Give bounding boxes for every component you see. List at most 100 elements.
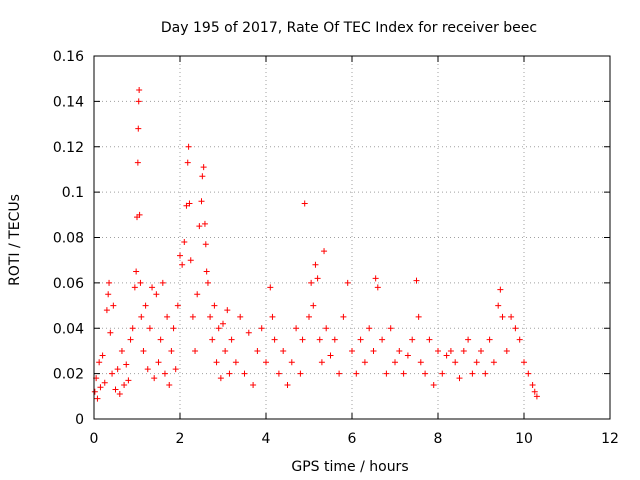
data-point xyxy=(201,220,208,227)
data-point xyxy=(327,352,334,359)
data-point xyxy=(254,347,261,354)
data-point xyxy=(177,252,183,259)
data-point xyxy=(203,268,210,275)
data-point xyxy=(220,320,226,327)
data-point xyxy=(469,370,476,377)
data-point xyxy=(245,329,252,336)
data-point xyxy=(140,347,147,354)
x-tick-label: 10 xyxy=(515,431,533,447)
data-point xyxy=(146,325,153,332)
data-point xyxy=(503,347,510,354)
chart-title: Day 195 of 2017, Rate Of TEC Index for r… xyxy=(161,20,537,36)
data-point xyxy=(196,223,203,230)
data-point xyxy=(114,366,121,373)
data-point xyxy=(284,381,291,388)
data-point xyxy=(308,279,315,286)
data-point xyxy=(258,325,265,332)
data-point xyxy=(211,302,218,309)
data-point xyxy=(155,359,162,366)
x-tick-labels: 0 2 4 6 8 10 12 xyxy=(90,431,619,447)
data-point xyxy=(202,241,209,248)
data-point xyxy=(331,336,338,343)
data-point xyxy=(134,159,141,166)
y-tick-label: 0.08 xyxy=(53,231,84,247)
data-point xyxy=(136,87,143,94)
data-point xyxy=(142,302,149,309)
data-point xyxy=(170,325,177,332)
data-point xyxy=(263,359,269,366)
data-point xyxy=(533,393,540,400)
data-point xyxy=(228,336,235,343)
data-point xyxy=(129,325,136,332)
data-point xyxy=(107,329,114,336)
data-point xyxy=(204,279,211,286)
data-point xyxy=(280,347,287,354)
data-point xyxy=(157,336,164,343)
data-point xyxy=(452,359,459,366)
x-tick-label: 6 xyxy=(348,431,357,447)
data-point xyxy=(199,173,206,180)
data-point xyxy=(194,291,201,298)
data-point xyxy=(200,164,207,171)
data-point xyxy=(383,370,390,377)
data-point xyxy=(97,384,104,391)
data-point xyxy=(508,313,515,320)
x-tick-label: 4 xyxy=(262,431,271,447)
data-point xyxy=(366,325,373,332)
data-point xyxy=(185,143,192,150)
grid xyxy=(94,56,610,419)
data-point xyxy=(172,366,179,373)
data-point xyxy=(482,370,489,377)
data-point xyxy=(226,370,233,377)
data-point xyxy=(297,370,304,377)
data-point xyxy=(299,336,306,343)
y-tick-label: 0.16 xyxy=(53,49,84,65)
data-point xyxy=(404,352,411,359)
data-point xyxy=(415,313,422,320)
x-axis-label: GPS time / hours xyxy=(291,459,408,475)
data-point xyxy=(323,325,330,332)
data-point xyxy=(495,302,502,309)
data-point xyxy=(136,211,143,218)
data-point xyxy=(179,261,186,268)
data-point xyxy=(135,125,142,132)
data-point xyxy=(224,307,231,314)
data-point xyxy=(109,370,116,377)
data-point xyxy=(217,375,224,382)
data-point xyxy=(306,313,312,320)
data-point xyxy=(116,391,123,398)
data-point xyxy=(512,325,519,332)
data-point xyxy=(101,379,108,386)
data-point xyxy=(112,386,119,393)
y-tick-label: 0.04 xyxy=(53,321,84,337)
data-point xyxy=(422,370,429,377)
data-point xyxy=(105,291,112,298)
data-point xyxy=(121,381,128,388)
data-point xyxy=(465,336,472,343)
data-point xyxy=(137,279,144,286)
data-point xyxy=(127,336,134,343)
x-tick-label: 0 xyxy=(90,431,99,447)
data-point xyxy=(439,370,446,377)
data-point xyxy=(99,352,106,359)
data-point xyxy=(314,275,321,282)
y-tick-labels: 0 0.02 0.04 0.06 0.08 0.1 0.12 0.14 0.16 xyxy=(53,49,84,428)
data-point xyxy=(336,370,343,377)
data-point xyxy=(189,313,196,320)
y-tick-label: 0.02 xyxy=(53,367,84,383)
data-point xyxy=(521,359,527,366)
data-point xyxy=(271,336,278,343)
data-point xyxy=(478,347,484,354)
data-point xyxy=(91,388,98,395)
data-point xyxy=(409,336,416,343)
data-point xyxy=(372,275,379,282)
data-point xyxy=(168,347,175,354)
data-point xyxy=(275,370,282,377)
data-point xyxy=(138,313,145,320)
data-point xyxy=(110,302,117,309)
data-point xyxy=(213,359,220,366)
data-point xyxy=(318,359,325,366)
data-point xyxy=(192,347,199,354)
data-point xyxy=(396,347,403,354)
